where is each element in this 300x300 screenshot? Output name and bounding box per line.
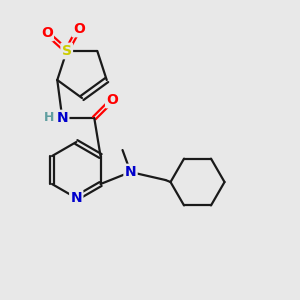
Text: S: S — [62, 44, 72, 58]
Text: O: O — [41, 26, 53, 40]
Text: H: H — [44, 110, 55, 124]
Text: N: N — [125, 165, 136, 179]
Text: N: N — [56, 111, 68, 125]
Text: O: O — [73, 22, 85, 36]
Text: O: O — [106, 93, 118, 107]
Text: N: N — [70, 191, 82, 205]
